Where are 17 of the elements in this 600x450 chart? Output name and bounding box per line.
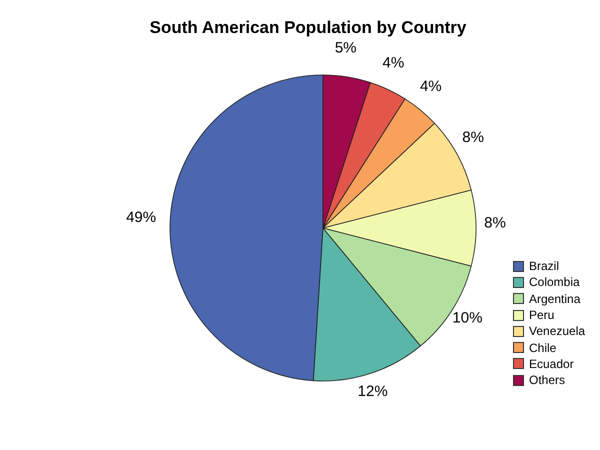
legend-label: Venezuela — [529, 324, 586, 338]
legend-label: Chile — [529, 340, 556, 355]
data-label: 8% — [484, 214, 506, 232]
data-label: 12% — [358, 382, 388, 400]
chart-title: South American Population by Country — [148, 18, 468, 38]
data-label: 4% — [420, 78, 442, 96]
data-label: 5% — [334, 40, 357, 57]
legend-label: Brazil — [529, 259, 560, 274]
legend-label: Colombia — [529, 275, 580, 290]
legend-label: Ecuador — [529, 356, 574, 371]
legend-label: Peru — [529, 308, 554, 322]
data-label: 49% — [126, 208, 156, 226]
legend-label: Argentina — [529, 292, 580, 306]
data-label: 4% — [382, 54, 404, 72]
legend-label: Others — [529, 373, 566, 388]
data-label: 8% — [462, 129, 484, 146]
data-label: 10% — [452, 309, 482, 326]
